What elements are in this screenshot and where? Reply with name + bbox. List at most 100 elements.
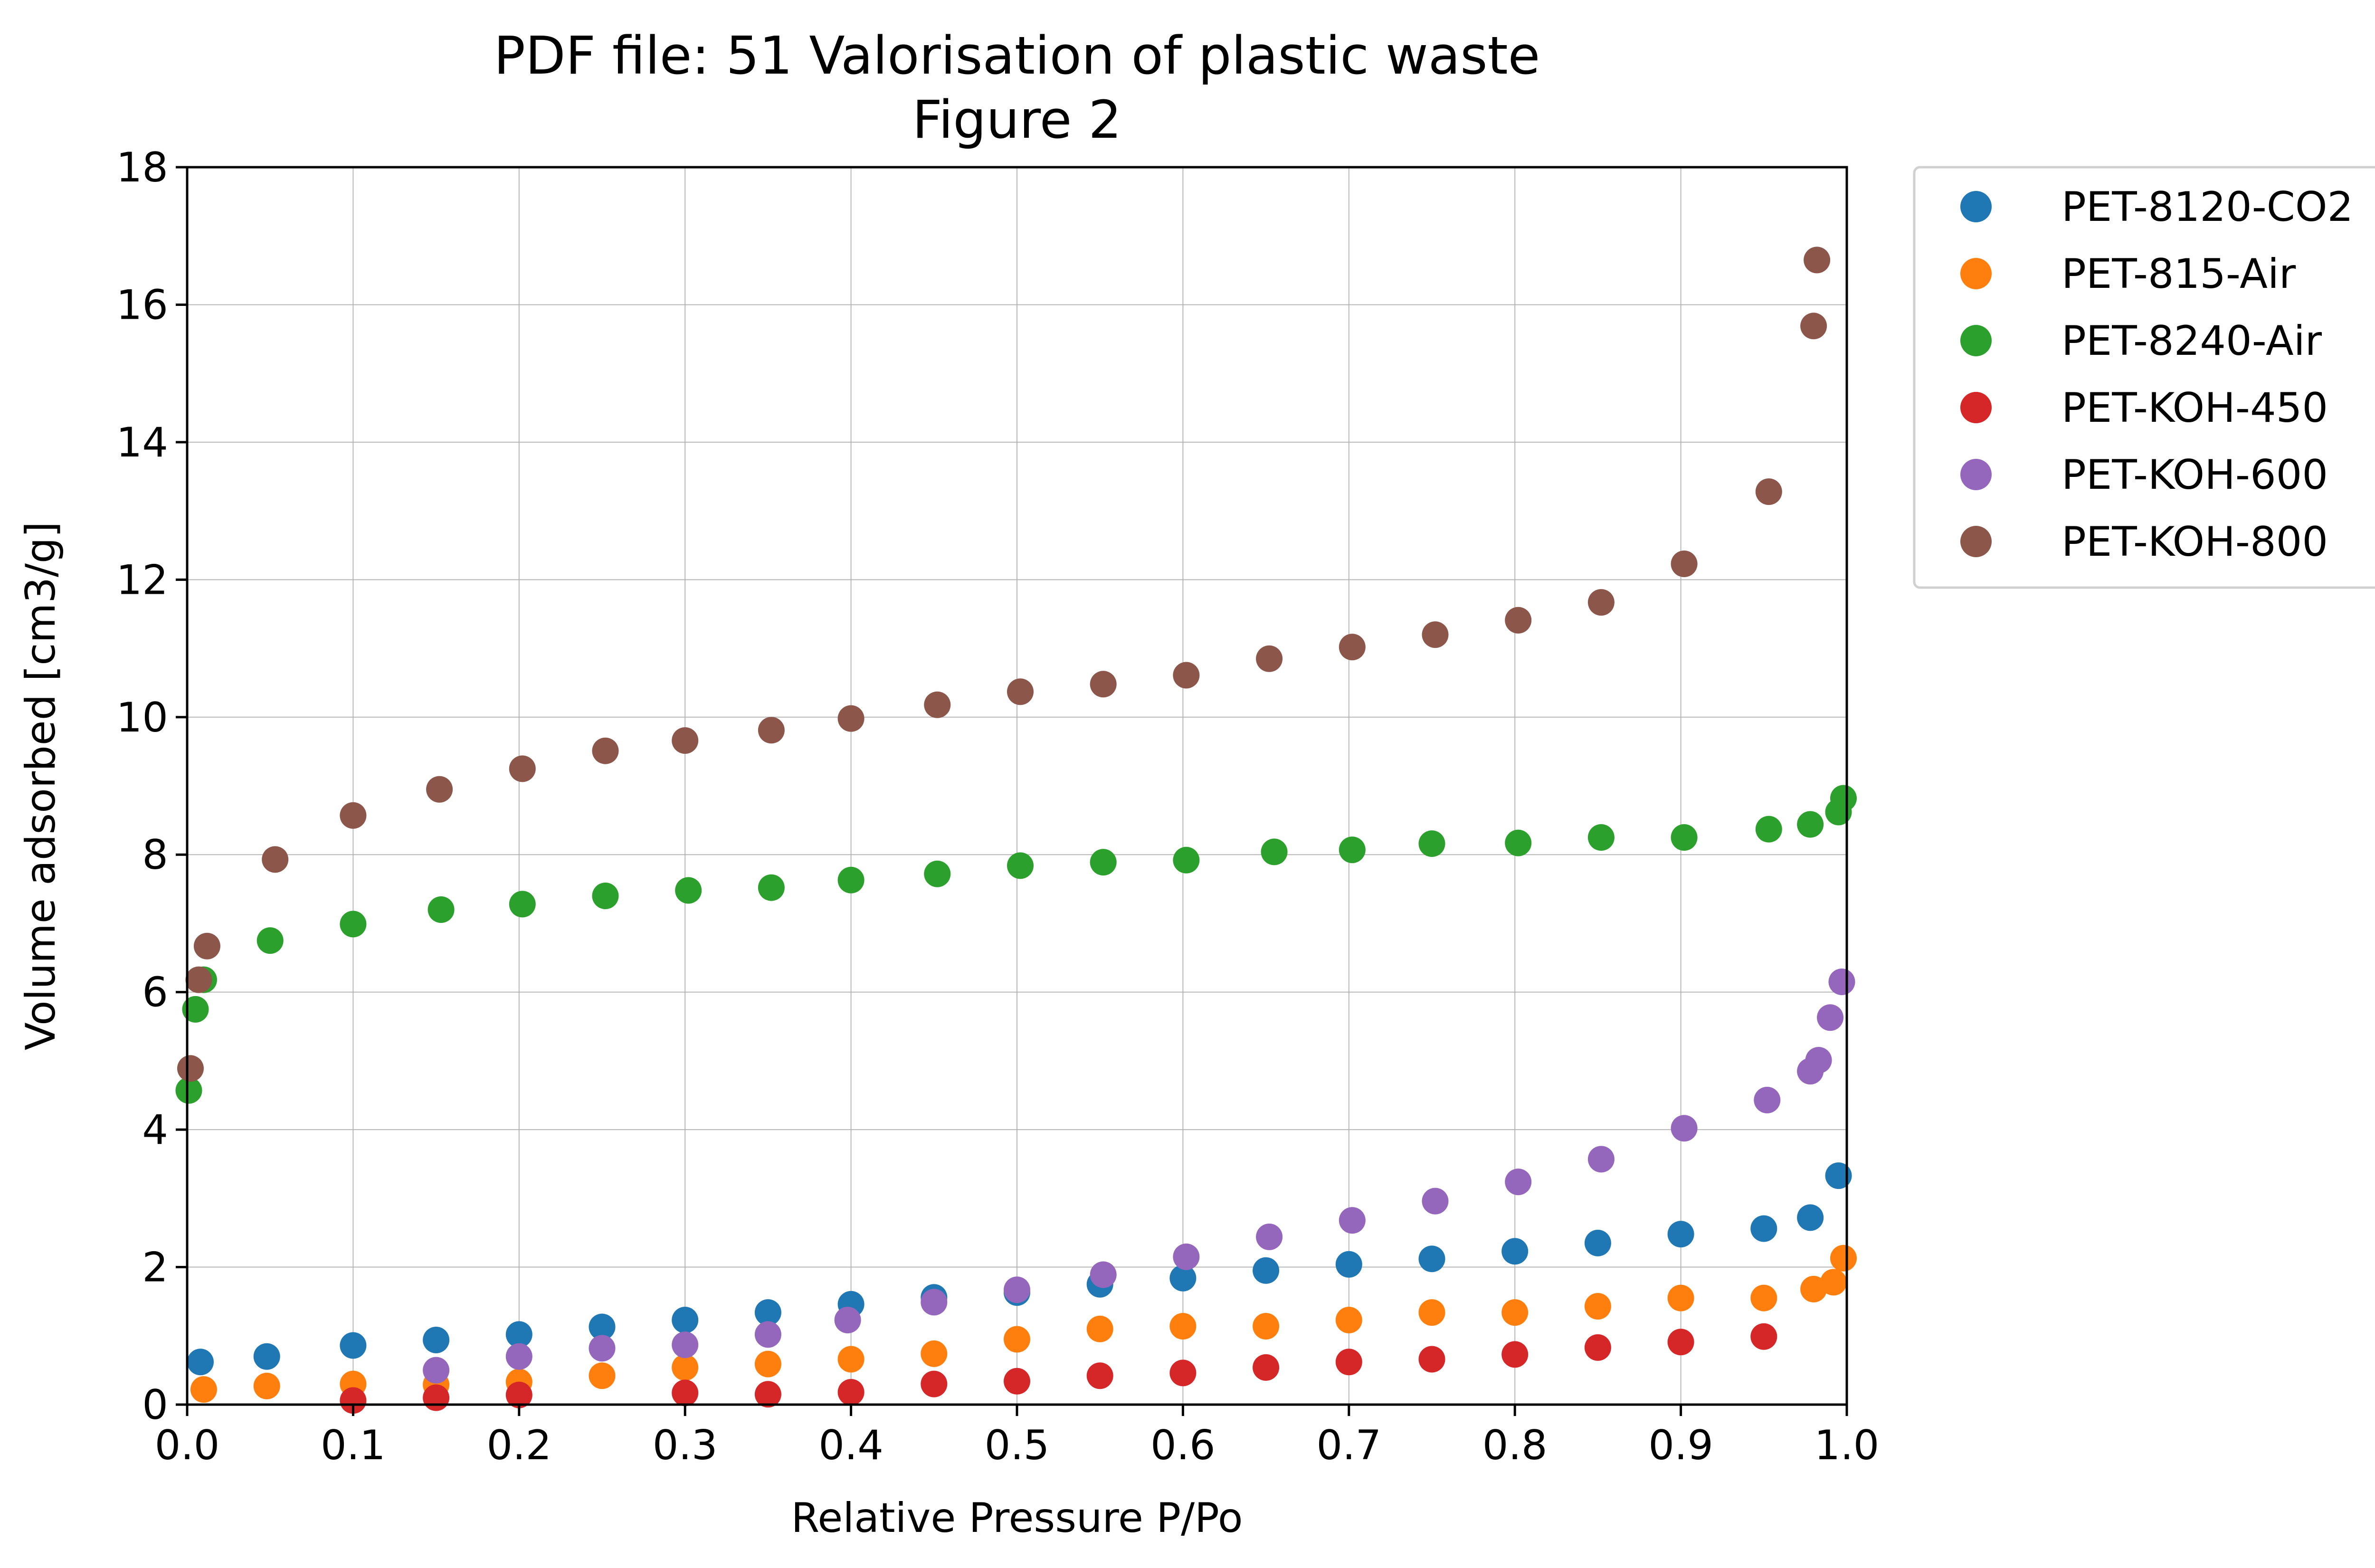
x-tick-label: 0.9 [1648,1422,1713,1469]
data-point [1667,1221,1694,1248]
data-point [672,1306,699,1333]
data-point [1828,968,1855,995]
data-point [1805,1046,1832,1074]
data-point [1587,824,1615,851]
data-point [924,691,951,718]
data-point [837,1378,864,1406]
data-point [1339,1207,1366,1234]
data-point [1335,1349,1362,1376]
x-axis-label: Relative Pressure P/Po [791,1494,1243,1542]
data-point [1505,607,1532,634]
data-point [509,755,536,782]
data-point [1335,1251,1362,1278]
legend-label: PET-KOH-600 [2062,451,2328,499]
data-point [1004,1326,1030,1353]
data-point [1090,849,1117,876]
data-point [754,1381,781,1408]
data-point [1584,1334,1611,1361]
x-tick-label: 0.3 [653,1422,718,1469]
legend: PET-8120-CO2 PET-815-Air PET-8240-Air PET-K… [1913,166,2375,589]
data-point [187,1349,214,1376]
data-point [1173,1243,1200,1270]
legend-label: PET-815-Air [2062,250,2296,298]
data-point [1007,852,1034,879]
chart-subtitle: Figure 2 [912,89,1122,150]
data-point [423,1384,450,1411]
data-point [1501,1238,1529,1265]
legend-label: PET-8120-CO2 [2062,183,2353,231]
x-tick-label: 0.8 [1482,1422,1548,1469]
y-tick-label: 12 [116,556,168,604]
data-point [1800,313,1827,340]
data-point [1671,824,1698,851]
legend-box [1913,166,2375,589]
data-point [1335,1306,1362,1333]
data-point [754,1299,781,1326]
data-point [1667,1329,1694,1356]
data-point [837,705,864,732]
x-tick-label: 0.7 [1316,1422,1381,1469]
data-point [1820,1269,1847,1296]
y-tick-label: 10 [116,694,168,741]
data-point [1090,671,1117,698]
data-point [1825,1162,1852,1189]
data-point [1830,1245,1857,1272]
data-point [423,1357,450,1384]
data-point [1169,1313,1197,1340]
y-tick-label: 0 [142,1381,168,1429]
data-point [1339,836,1366,864]
data-point [1501,1299,1529,1326]
data-point [1253,1313,1280,1340]
data-point [1755,816,1782,843]
data-point [1671,1115,1698,1142]
data-point [1256,1223,1283,1250]
data-point [592,883,619,910]
data-point [1587,589,1615,616]
y-axis-label: Volume adsorbed [cm3/g] [17,522,65,1050]
y-tick-label: 14 [116,419,168,466]
data-point [1173,846,1200,874]
data-point [758,874,785,901]
x-tick-label: 0.0 [155,1422,220,1469]
data-point [672,1331,699,1359]
data-point [177,1055,204,1082]
data-point [758,717,785,744]
legend-label: PET-8240-Air [2062,317,2322,365]
data-point [921,1370,948,1397]
data-point [754,1350,781,1378]
data-point [921,1289,948,1316]
data-point [1505,829,1532,856]
data-point [1253,1257,1280,1284]
x-tick-label: 0.2 [486,1422,551,1469]
data-point [190,1376,217,1403]
legend-marker [1960,258,1992,289]
y-tick-label: 6 [142,969,168,1017]
data-point [182,996,209,1023]
legend-marker [1960,325,1992,356]
data-point [505,1321,532,1348]
data-point [1755,478,1782,505]
data-point [675,877,702,904]
data-point [1256,645,1283,672]
y-tick-label: 18 [116,144,168,191]
data-point [589,1362,616,1389]
data-point [1418,1299,1445,1326]
data-point [262,846,289,873]
data-point [423,1326,450,1353]
data-point [175,1077,202,1104]
data-point [505,1381,532,1408]
data-point [589,1313,616,1340]
y-tick-label: 16 [116,281,168,329]
axis-ticks: 0.0 0.1 0.2 0.3 0.4 0.5 0.6 0.7 0.8 0.9 1.0 0 2 4 6 8 10… [116,144,1880,1469]
data-point [428,896,455,923]
x-tick-label: 0.4 [818,1422,884,1469]
data-point [1754,1086,1781,1113]
data-point [589,1335,616,1362]
data-point [1750,1284,1777,1311]
data-point [1422,621,1449,648]
data-point [1418,1346,1445,1373]
data-point [1584,1293,1611,1320]
data-point [340,911,367,938]
chart-title: PDF file: 51 Valorisation of plastic was… [494,25,1540,86]
